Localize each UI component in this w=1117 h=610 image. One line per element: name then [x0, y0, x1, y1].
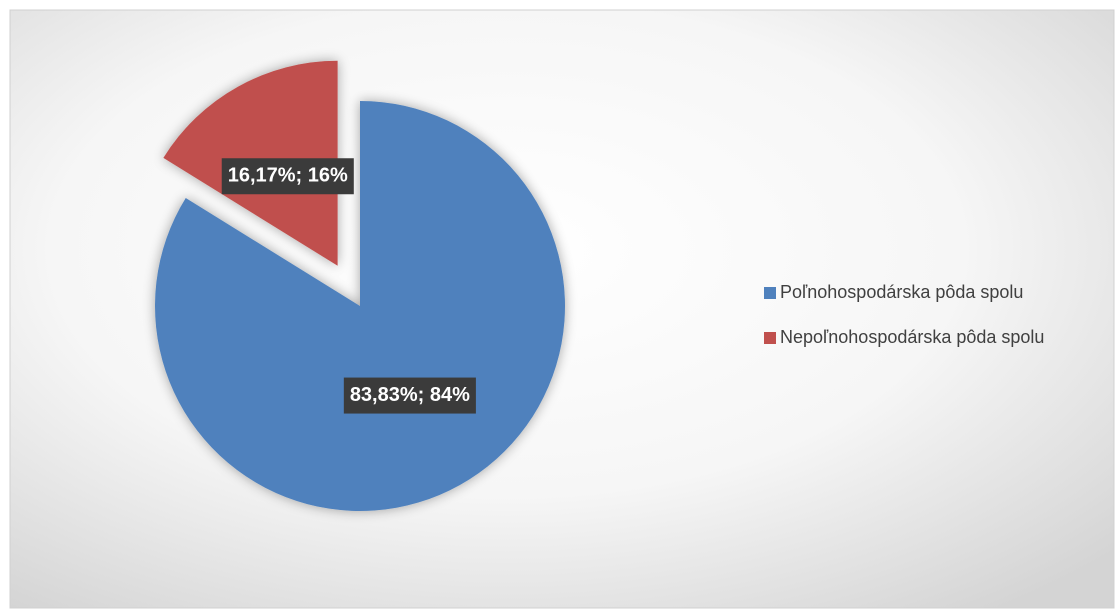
data-label: 16,17%; 16% [228, 165, 348, 187]
data-label-box [343, 377, 476, 414]
data-label: 83,83%; 84% [350, 384, 470, 406]
legend-swatch [764, 332, 776, 344]
legend-swatch [764, 287, 776, 299]
legend-label: Nepoľnohospodárska pôda spolu [780, 327, 1044, 347]
legend-label: Poľnohospodárska pôda spolu [780, 282, 1023, 302]
data-label-box [221, 158, 354, 195]
